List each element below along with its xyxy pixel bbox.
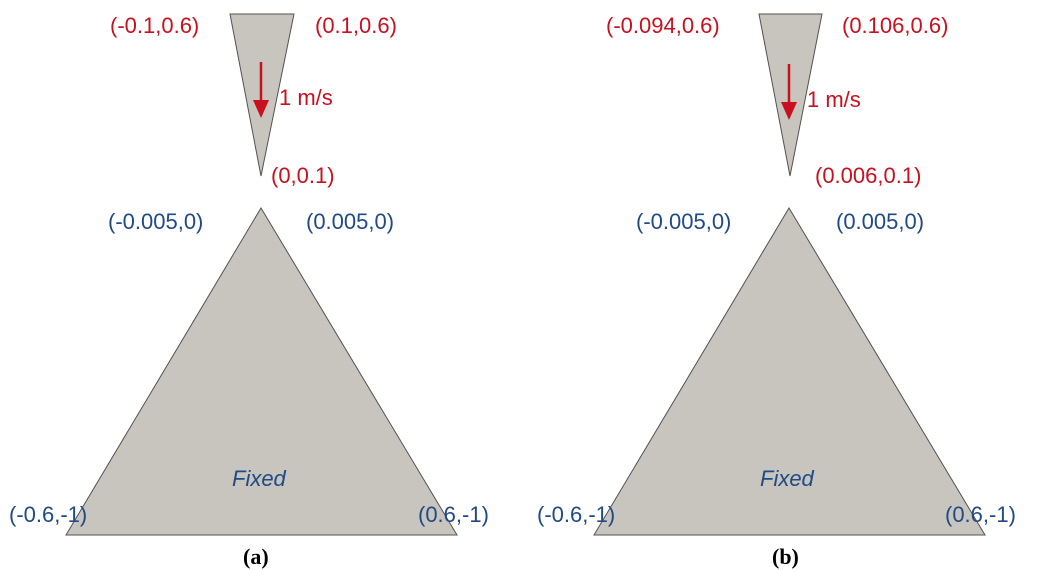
velocity-arrow-a <box>253 62 269 118</box>
fixed-boundary-label-a: Fixed <box>232 466 287 491</box>
block-bottom-left-label-a: (-0.6,-1) <box>9 502 87 527</box>
panel-b: (-0.094,0.6) (0.106,0.6) 1 m/s (0.006,0.… <box>537 13 1016 569</box>
block-apex-left-label-b: (-0.005,0) <box>636 209 731 234</box>
velocity-label-a: 1 m/s <box>279 85 333 110</box>
block-apex-right-label-b: (0.005,0) <box>836 209 924 234</box>
velocity-arrow-b <box>781 64 797 120</box>
fixed-block-a <box>65 207 458 536</box>
fixed-boundary-label-b: Fixed <box>760 466 815 491</box>
block-apex-right-label-a: (0.005,0) <box>306 209 394 234</box>
indenter-tip-label-a: (0,0.1) <box>271 163 335 188</box>
caption-a: (a) <box>243 544 269 569</box>
indenter-top-left-label-b: (-0.094,0.6) <box>606 13 720 38</box>
indenter-top-left-label-a: (-0.1,0.6) <box>110 13 199 38</box>
panel-a: (-0.1,0.6) (0.1,0.6) 1 m/s (0,0.1) (-0.0… <box>9 13 489 569</box>
indenter-wedge-b <box>758 13 823 177</box>
velocity-label-b: 1 m/s <box>807 87 861 112</box>
indenter-top-right-label-b: (0.106,0.6) <box>842 13 948 38</box>
block-bottom-right-label-b: (0.6,-1) <box>945 502 1016 527</box>
indenter-top-right-label-a: (0.1,0.6) <box>315 13 397 38</box>
block-bottom-left-label-b: (-0.6,-1) <box>537 502 615 527</box>
caption-b: (b) <box>772 544 799 569</box>
fixed-block-b <box>593 207 986 536</box>
indenter-tip-label-b: (0.006,0.1) <box>815 163 921 188</box>
block-bottom-right-label-a: (0.6,-1) <box>418 502 489 527</box>
block-apex-left-label-a: (-0.005,0) <box>108 209 203 234</box>
